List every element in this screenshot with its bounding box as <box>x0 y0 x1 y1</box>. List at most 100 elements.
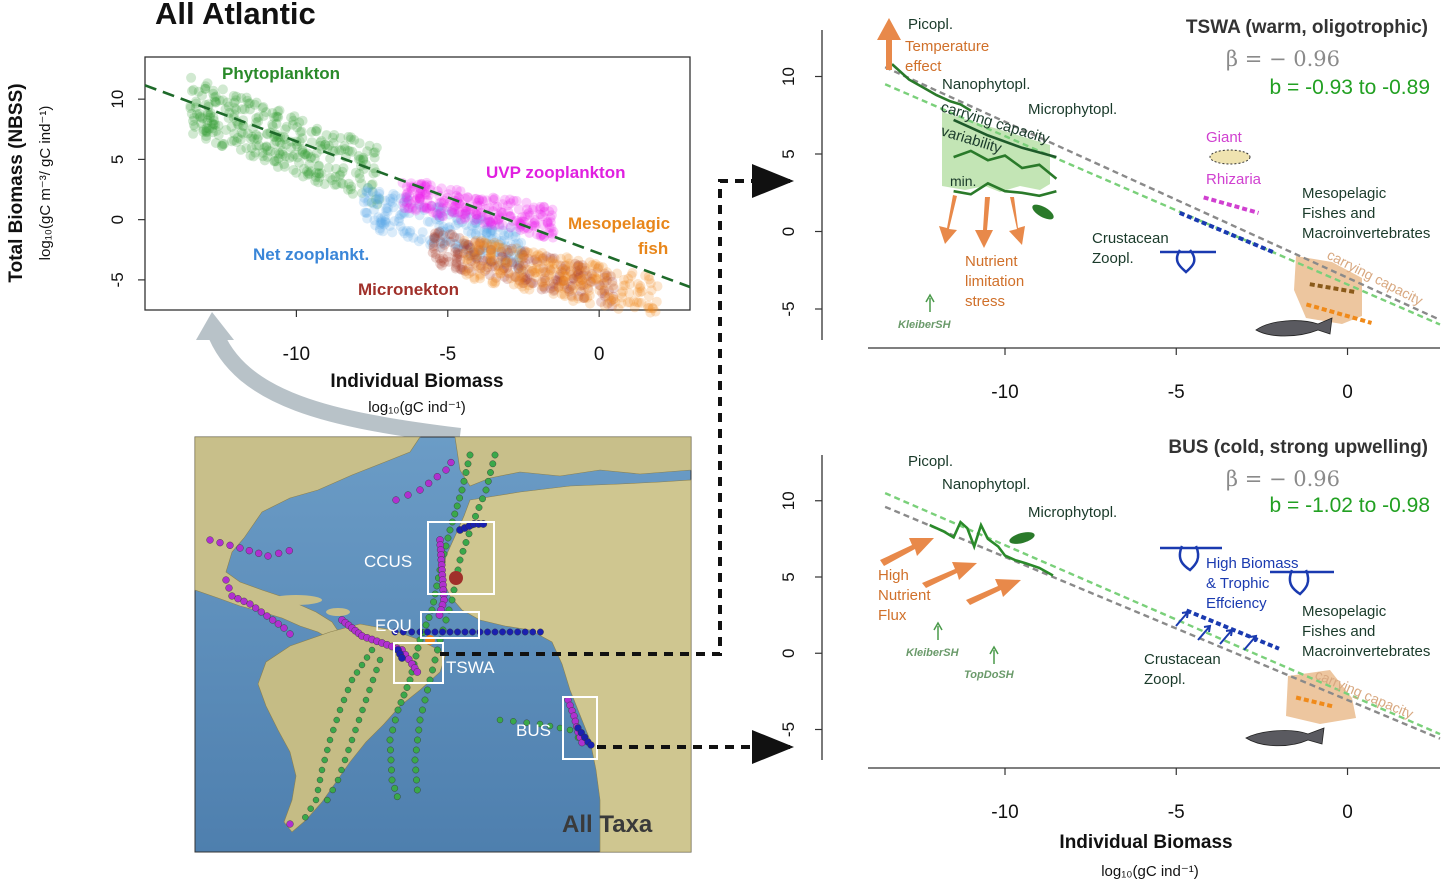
data-point <box>364 140 375 151</box>
data-point <box>506 239 517 250</box>
data-point <box>490 220 500 231</box>
data-point <box>481 256 492 266</box>
data-point <box>568 273 579 284</box>
data-point <box>475 260 486 271</box>
data-point <box>510 239 521 250</box>
data-point <box>534 209 545 220</box>
track-dot <box>431 656 439 664</box>
data-point <box>506 257 517 268</box>
group-label-mesopelagic-fish-line2: fish <box>638 239 668 258</box>
data-point <box>537 248 548 258</box>
data-point <box>312 123 323 134</box>
data-point <box>241 143 252 154</box>
data-point <box>583 283 593 294</box>
figure-title: All Atlantic <box>155 0 316 31</box>
data-point <box>238 120 248 131</box>
tswa-giant-label: Giant <box>1206 129 1243 146</box>
tswa-b-line <box>884 83 1441 326</box>
data-point <box>589 260 600 271</box>
data-point <box>471 209 482 220</box>
data-point <box>462 241 473 251</box>
data-point <box>531 251 542 262</box>
data-point <box>414 193 425 204</box>
data-point <box>436 256 447 266</box>
data-point <box>559 270 570 281</box>
data-point <box>578 273 589 284</box>
data-point <box>477 211 488 222</box>
data-point <box>270 147 281 158</box>
data-point <box>517 278 528 289</box>
data-point <box>626 270 637 281</box>
track-dot <box>358 661 366 669</box>
data-point <box>486 257 496 268</box>
data-point <box>537 281 548 292</box>
data-point <box>338 163 349 174</box>
region-box-equ <box>420 611 480 639</box>
data-point <box>274 105 285 116</box>
data-point <box>310 126 321 136</box>
data-point <box>511 215 522 226</box>
data-point <box>535 251 546 261</box>
tswa-series-line <box>1203 195 1260 215</box>
data-point <box>359 192 370 203</box>
data-point <box>403 195 414 206</box>
track-dot <box>462 469 470 476</box>
data-point <box>608 294 619 305</box>
data-point <box>459 238 470 249</box>
data-point <box>582 271 593 282</box>
data-point <box>500 241 511 252</box>
data-point <box>193 86 204 97</box>
data-point <box>573 269 584 280</box>
data-point <box>314 172 325 183</box>
track-dot <box>413 776 420 784</box>
data-point <box>616 288 627 299</box>
data-point <box>430 252 441 263</box>
data-point <box>237 104 247 115</box>
data-point <box>428 232 439 243</box>
data-point <box>239 104 250 115</box>
data-point <box>612 268 623 279</box>
data-point <box>533 249 544 260</box>
x-tick-label: -10 <box>283 344 310 365</box>
data-point <box>362 196 373 207</box>
data-point <box>544 276 555 287</box>
tswa-temperature-arrow <box>877 18 901 70</box>
bus-kleiber-arrow-icon <box>933 621 943 640</box>
data-point <box>187 86 197 96</box>
data-point <box>425 239 436 250</box>
data-point <box>421 179 432 190</box>
track-dot <box>448 596 456 604</box>
all-atlantic-chart: Phytoplankton UVP zooplankton Net zooplank… <box>6 56 691 416</box>
data-point <box>545 213 556 224</box>
group-points-4 <box>427 226 619 311</box>
track-dot <box>368 646 376 654</box>
data-point <box>545 283 556 294</box>
track-dot <box>433 473 441 481</box>
data-point <box>576 274 587 285</box>
track-dot <box>413 668 422 676</box>
data-point <box>575 262 585 273</box>
data-point <box>405 225 416 236</box>
data-point <box>470 251 481 262</box>
track-dot <box>458 486 466 494</box>
data-point <box>619 274 629 285</box>
data-point <box>624 288 635 299</box>
data-point <box>211 96 221 107</box>
data-point <box>188 115 198 126</box>
data-point <box>496 251 507 262</box>
y-tick-label: 10 <box>779 67 798 86</box>
data-point <box>591 273 602 284</box>
data-point <box>216 140 227 151</box>
x-tick-label: 0 <box>594 344 605 365</box>
data-point <box>435 242 446 253</box>
data-point <box>530 254 541 265</box>
data-point <box>558 276 569 286</box>
data-point <box>539 273 550 284</box>
data-point <box>461 265 472 276</box>
data-point <box>505 273 516 284</box>
track-dot <box>489 460 497 468</box>
data-point <box>458 264 469 275</box>
track-dot <box>326 736 334 744</box>
data-point <box>463 263 474 274</box>
data-point <box>564 284 574 295</box>
